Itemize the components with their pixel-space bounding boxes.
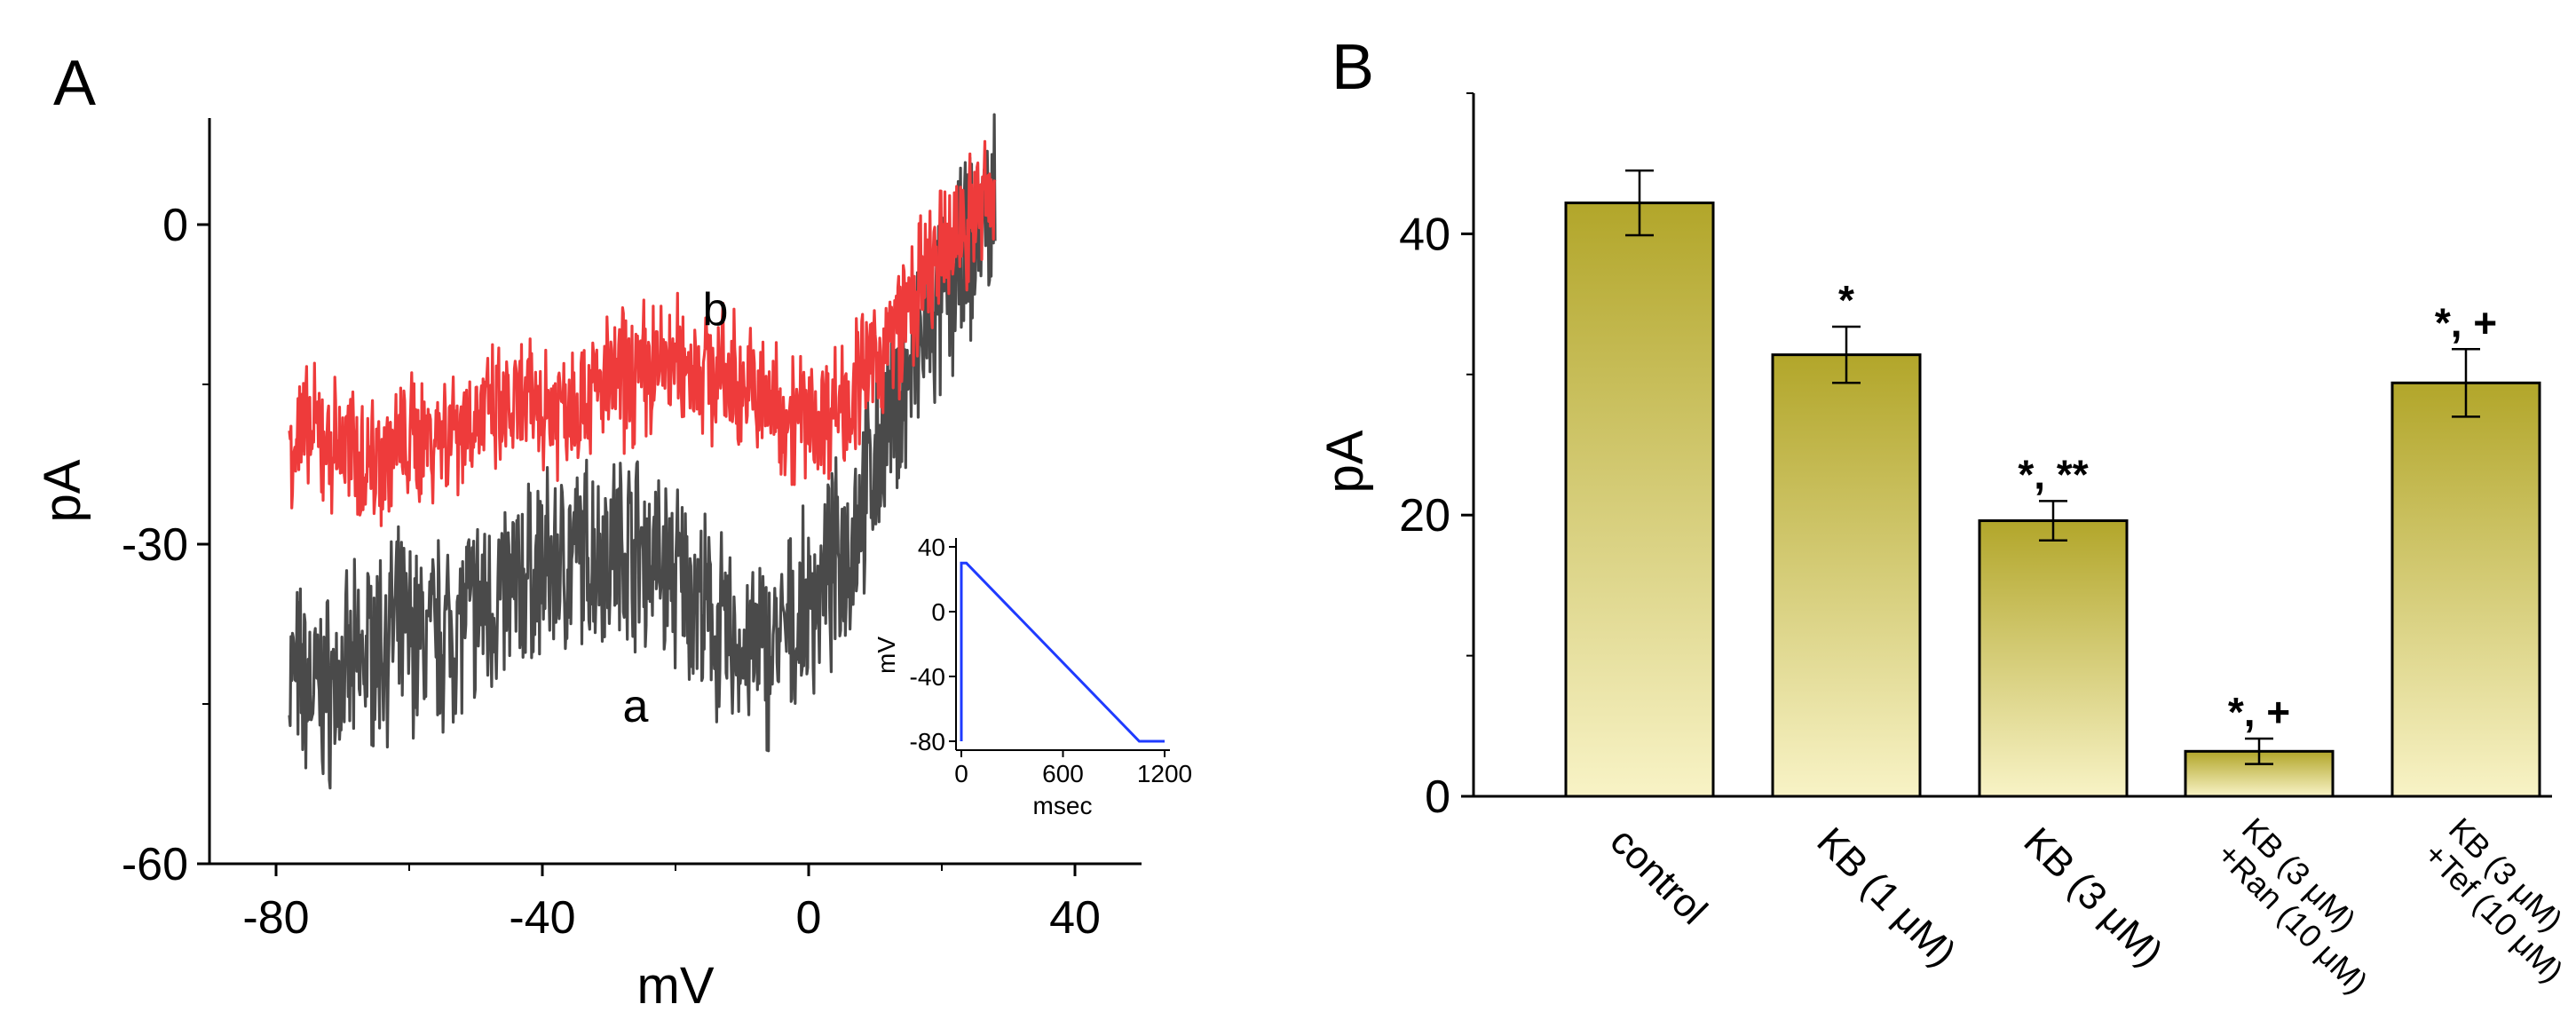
- series-a-label: a: [623, 681, 649, 732]
- significance-label: *, +: [2435, 299, 2497, 345]
- series-b-label: b: [703, 284, 729, 336]
- category-label-line: KB (1 μM): [1808, 819, 1964, 975]
- panel-b-y-tick-label: 20: [1399, 490, 1450, 542]
- inset-y-tick-label: 40: [918, 534, 945, 561]
- bar: [1978, 519, 2129, 798]
- inset-y-label: mV: [873, 637, 900, 674]
- bar: [1771, 353, 1922, 798]
- panel-a-y-tick-label: -30: [122, 519, 188, 571]
- panel-a-x-label: mV: [637, 957, 715, 1015]
- panel-a-series-group: [288, 113, 997, 790]
- significance-label: *: [1838, 277, 1854, 323]
- category-label: KB (3 μM)+Ran (10 μM): [2210, 811, 2375, 1000]
- panel-a-y-tick-label: -60: [122, 839, 188, 890]
- bar: [2184, 749, 2335, 798]
- bar: [2390, 381, 2541, 798]
- inset-x-tick-label: 600: [1042, 760, 1084, 787]
- panel-a-y-tick-label: 0: [162, 200, 188, 251]
- category-label-line: KB (3 μM): [2015, 819, 2170, 975]
- inset-voltage-ramp-line: [960, 561, 1165, 743]
- panel-a-x-tick-label: -40: [509, 892, 575, 944]
- series-b-line: [288, 139, 997, 527]
- panel-b-y-tick-label: 0: [1425, 771, 1450, 823]
- bar: [1564, 202, 1715, 798]
- inset-y-tick-label: 0: [931, 598, 945, 626]
- panel-a-x-tick-label: 40: [1049, 892, 1101, 944]
- inset-chart: 0 600 1200 40 0 -40 -80 msec mV: [873, 534, 1192, 819]
- panel-a-axes: -80 -40 0 40 0 -30 -60: [122, 118, 1142, 944]
- inset-x-tick-label: 0: [954, 760, 968, 787]
- inset-y-tick-label: -40: [910, 663, 945, 691]
- panel-label-a: A: [53, 48, 96, 119]
- category-label: KB (3 μM): [2015, 819, 2170, 975]
- panel-a-x-tick-label: -80: [242, 892, 309, 944]
- panel-a: A -80 -40 0 40 0 -30 -60 mV pA a b 0 600 1200 4…: [34, 48, 1192, 1015]
- panel-b-y-label: pA: [1316, 430, 1374, 493]
- inset-y-tick-label: -80: [910, 728, 945, 755]
- panel-a-y-label: pA: [34, 459, 91, 522]
- panel-b-y-tick-label: 40: [1399, 209, 1450, 260]
- significance-label: *, +: [2228, 689, 2290, 735]
- category-label: KB (3 μM)+Tef (10 μM): [2417, 811, 2571, 989]
- panel-b: B 0 20 40 pA * *, ** *, + *, + control KB (1 μ…: [1316, 32, 2571, 1000]
- significance-label: *, **: [2018, 451, 2088, 497]
- category-label-line: control: [1601, 819, 1715, 933]
- panel-a-x-tick-label: 0: [796, 892, 822, 944]
- panel-label-b: B: [1331, 32, 1374, 103]
- category-label: control: [1601, 819, 1715, 933]
- category-label: KB (1 μM): [1808, 819, 1964, 975]
- inset-x-tick-label: 1200: [1137, 760, 1192, 787]
- inset-x-label: msec: [1033, 792, 1093, 819]
